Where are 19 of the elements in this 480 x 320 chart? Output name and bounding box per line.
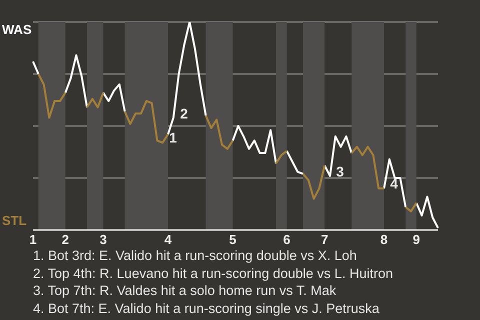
text: 1. Bot 3rd: E. Valido hit a run-scoring double vs X. Loh	[33, 247, 358, 264]
x-tick-label: 8	[380, 232, 388, 247]
text: 2. Top 4th: R. Luevano hit a run-scoring double vs L. Huitron	[33, 264, 393, 282]
annotation: 4	[390, 176, 398, 192]
x-tick-label: 2	[62, 232, 70, 247]
text: WAS	[2, 22, 32, 37]
text: 3. Top 7th: R. Valdes hit a solo home run vs T. Mak	[33, 282, 338, 300]
x-tick-label: 4	[164, 232, 172, 247]
x-tick-label: 9	[412, 232, 420, 247]
x-tick-label: 7	[320, 232, 328, 247]
annotation: 2	[180, 106, 188, 122]
x-tick-label: 1	[29, 232, 37, 247]
annotation: 1	[169, 130, 178, 146]
x-tick-label: 6	[283, 232, 290, 247]
annotation: 3	[336, 164, 344, 180]
text: 4. Bot 7th: E. Valido hit a run-scoring single vs J. Petruska	[33, 300, 380, 317]
x-tick-label: 5	[229, 232, 236, 247]
x-tick-label: 3	[100, 232, 107, 247]
text: STL	[2, 213, 27, 228]
